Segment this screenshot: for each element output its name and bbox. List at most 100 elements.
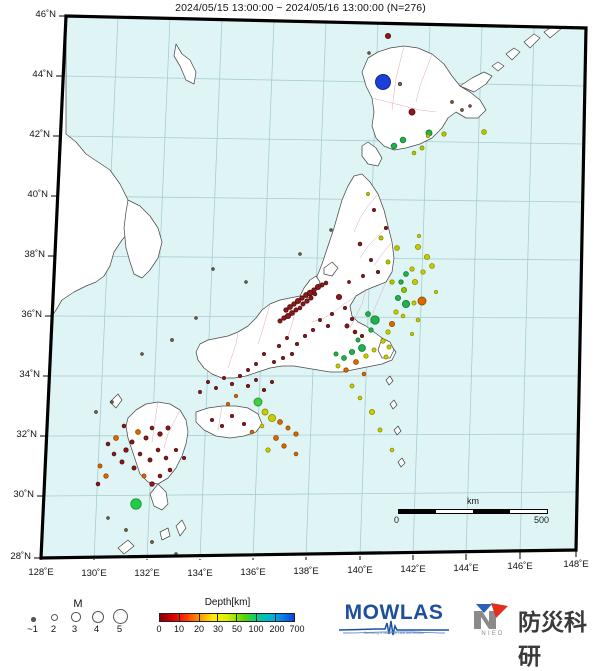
epicenter <box>403 271 409 277</box>
tanegashima <box>175 519 187 537</box>
epicenter <box>157 473 163 479</box>
scale-bar-min: 0 <box>394 515 400 525</box>
epicenter <box>355 337 361 343</box>
depth-label-10: 10 <box>173 624 184 634</box>
epicenter <box>254 378 258 382</box>
depth-colorbar <box>159 613 295 622</box>
epicenter <box>97 463 103 469</box>
epicenter <box>366 192 370 196</box>
depth-label-700: 700 <box>289 624 305 634</box>
epicenter <box>310 327 316 333</box>
epicenter <box>333 351 339 357</box>
epicenter <box>147 457 153 463</box>
depth-tick <box>256 613 257 622</box>
epicenter <box>371 347 377 353</box>
epicenter <box>441 131 447 137</box>
epicenter <box>149 425 155 431</box>
epicenter <box>468 104 472 108</box>
scale-bar-track <box>398 509 548 514</box>
depth-label-0: 0 <box>156 624 162 634</box>
axis-ticks <box>34 15 577 560</box>
page-title: 2024/05/15 13:00:00 ~ 2024/05/16 13:00:0… <box>175 2 426 14</box>
epicenter <box>95 481 101 487</box>
epicenter <box>129 439 135 445</box>
epicenter <box>294 297 302 305</box>
epicenter <box>368 408 376 416</box>
epicenter <box>420 269 426 275</box>
scale-bar-unit: km <box>467 496 479 506</box>
epicenter <box>433 289 439 295</box>
epicenter <box>103 473 109 479</box>
magnitude-label-4: 4 <box>93 624 100 635</box>
epicenter <box>347 280 351 284</box>
epicenter <box>383 354 389 360</box>
epicenter <box>229 413 235 419</box>
epicenter <box>349 383 355 389</box>
map-canvas[interactable] <box>0 14 601 560</box>
lon-tick-130e: 130˚E <box>81 568 107 579</box>
epicenter <box>302 333 308 339</box>
epicenter <box>245 383 251 389</box>
hokkaido <box>361 45 487 151</box>
epicenter <box>416 233 422 239</box>
epicenter <box>277 318 283 324</box>
epicenter <box>319 282 325 288</box>
epicenter <box>285 336 289 340</box>
epicenter <box>318 318 322 322</box>
map-panel[interactable]: 46˚N 44˚N 42˚N 40˚N 38˚N 36˚N 34˚N 32˚N … <box>0 9 601 579</box>
epicenter <box>375 74 391 90</box>
epicenter <box>299 295 305 301</box>
mainland-asia-coast <box>51 16 137 317</box>
epicenter <box>261 408 269 416</box>
magnitude-legend: M ~1 2 3 4 5 <box>18 598 138 640</box>
epicenter <box>206 380 210 384</box>
epicenter <box>300 301 306 307</box>
epicenter <box>173 447 179 453</box>
epicenter <box>349 316 355 322</box>
epicenter <box>276 343 282 349</box>
epicenter <box>124 528 128 532</box>
epicenter <box>94 410 98 414</box>
epicenter <box>283 307 289 313</box>
epicenter <box>143 435 149 441</box>
epicenter <box>222 376 226 380</box>
lat-tick-40n: 40˚N <box>27 189 48 200</box>
epicenter <box>241 421 247 427</box>
epicenter <box>363 353 369 359</box>
epicenter <box>291 301 297 307</box>
epicenter <box>281 315 287 321</box>
epicenter <box>380 338 386 344</box>
epicenter <box>155 447 161 453</box>
epicenter <box>170 338 174 342</box>
lat-tick-34n: 34˚N <box>19 369 40 380</box>
epicenter <box>335 363 341 369</box>
epicenter <box>361 371 367 377</box>
kyushu <box>125 401 189 485</box>
epicenter <box>209 417 215 423</box>
epicenter <box>348 348 356 356</box>
magnitude-label-3: 3 <box>71 624 78 635</box>
lon-tick-142e: 142˚E <box>400 564 426 575</box>
depth-tick <box>199 613 200 622</box>
epicenter <box>400 286 408 294</box>
prefecture-boundaries <box>151 45 437 449</box>
epicenter <box>157 431 163 437</box>
epicenter <box>254 362 258 366</box>
lat-tick-28n: 28˚N <box>10 551 31 562</box>
epicenter <box>281 443 287 449</box>
epicenter <box>411 150 417 156</box>
lat-tick-42n: 42˚N <box>29 129 50 140</box>
lon-tick-140e: 140˚E <box>347 565 373 576</box>
epicenter <box>194 316 198 320</box>
epicenter <box>415 317 421 323</box>
epicenter <box>409 331 415 337</box>
izu-islands-4 <box>397 457 406 468</box>
epicenter <box>312 291 318 297</box>
epicenter <box>419 145 425 151</box>
epicenter <box>357 241 363 247</box>
epicenter <box>267 413 277 423</box>
epicenter <box>113 435 119 441</box>
kyushu-south-tip <box>149 483 169 511</box>
epicenter <box>293 451 299 457</box>
nied-mark-icon <box>474 603 508 629</box>
